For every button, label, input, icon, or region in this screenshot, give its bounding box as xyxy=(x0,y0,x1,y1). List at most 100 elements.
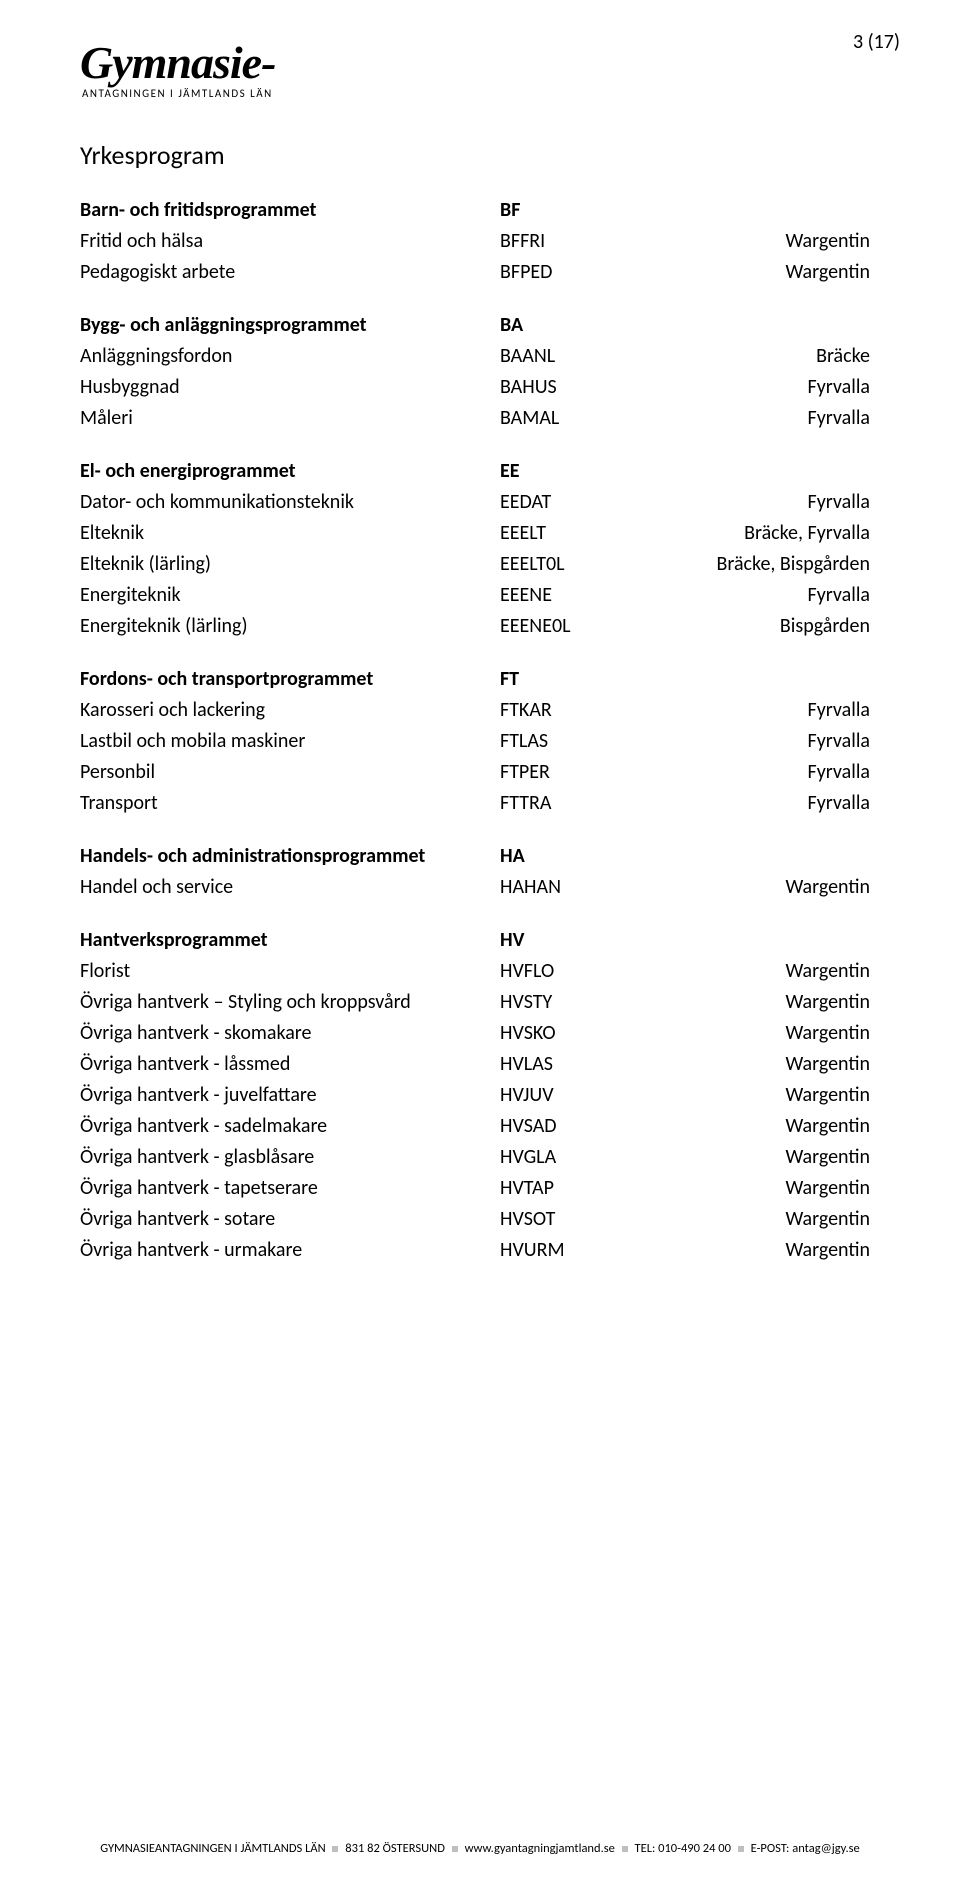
program-location: Bräcke, Fyrvalla xyxy=(640,518,890,549)
program-name: Övriga hantverk - sadelmakare xyxy=(80,1111,500,1142)
program-group-header: Bygg- och anläggningsprogrammetBA xyxy=(80,310,890,341)
program-code: FTPER xyxy=(500,757,640,788)
program-name: Övriga hantverk - tapetserare xyxy=(80,1173,500,1204)
program-group-location xyxy=(640,925,890,956)
program-group-name: Fordons- och transportprogrammet xyxy=(80,664,500,695)
program-row: Övriga hantverk - tapetserareHVTAPWargen… xyxy=(80,1173,890,1204)
program-code: HVJUV xyxy=(500,1080,640,1111)
program-group-location xyxy=(640,841,890,872)
program-row: FloristHVFLOWargentin xyxy=(80,956,890,987)
program-group: HantverksprogrammetHVFloristHVFLOWargent… xyxy=(80,925,890,1266)
program-row: ElteknikEEELTBräcke, Fyrvalla xyxy=(80,518,890,549)
program-row: Övriga hantverk - sadelmakareHVSADWargen… xyxy=(80,1111,890,1142)
program-location: Wargentin xyxy=(640,257,890,288)
program-name: Elteknik xyxy=(80,518,500,549)
program-group-header: Handels- och administrationsprogrammetHA xyxy=(80,841,890,872)
program-group-location xyxy=(640,195,890,226)
program-code: BAANL xyxy=(500,341,640,372)
program-row: Övriga hantverk - juvelfattareHVJUVWarge… xyxy=(80,1080,890,1111)
program-row: Energiteknik (lärling)EEENE0LBispgården xyxy=(80,611,890,642)
program-group: Handels- och administrationsprogrammetHA… xyxy=(80,841,890,903)
program-list: Barn- och fritidsprogrammetBFFritid och … xyxy=(80,195,890,1266)
program-group-code: HV xyxy=(500,925,640,956)
program-name: Transport xyxy=(80,788,500,819)
program-code: HVFLO xyxy=(500,956,640,987)
program-location: Wargentin xyxy=(640,956,890,987)
program-row: Övriga hantverk – Styling och kroppsvård… xyxy=(80,987,890,1018)
program-name: Lastbil och mobila maskiner xyxy=(80,726,500,757)
program-location: Wargentin xyxy=(640,872,890,903)
logo-main: Gymnasie- xyxy=(80,37,275,88)
program-row: Övriga hantverk - sotareHVSOTWargentin xyxy=(80,1204,890,1235)
program-group-location xyxy=(640,664,890,695)
program-code: HAHAN xyxy=(500,872,640,903)
program-row: Övriga hantverk - glasblåsareHVGLAWargen… xyxy=(80,1142,890,1173)
program-code: EEENE xyxy=(500,580,640,611)
program-row: PersonbilFTPERFyrvalla xyxy=(80,757,890,788)
program-code: HVURM xyxy=(500,1235,640,1266)
program-name: Måleri xyxy=(80,403,500,434)
program-group: Barn- och fritidsprogrammetBFFritid och … xyxy=(80,195,890,288)
program-group-name: Handels- och administrationsprogrammet xyxy=(80,841,500,872)
program-code: HVSKO xyxy=(500,1018,640,1049)
program-name: Karosseri och lackering xyxy=(80,695,500,726)
program-row: Karosseri och lackeringFTKARFyrvalla xyxy=(80,695,890,726)
program-name: Husbyggnad xyxy=(80,372,500,403)
section-title: Yrkesprogram xyxy=(80,139,890,171)
program-group: Fordons- och transportprogrammetFTKaross… xyxy=(80,664,890,819)
footer-org: GYMNASIEANTAGNINGEN I JÄMTLANDS LÄN xyxy=(100,1841,325,1856)
program-location: Fyrvalla xyxy=(640,580,890,611)
program-location: Fyrvalla xyxy=(640,403,890,434)
footer-tel: TEL: 010-490 24 00 xyxy=(635,1841,731,1856)
program-group-name: Hantverksprogrammet xyxy=(80,925,500,956)
program-row: Elteknik (lärling)EEELT0LBräcke, Bispgår… xyxy=(80,549,890,580)
program-code: FTLAS xyxy=(500,726,640,757)
program-name: Florist xyxy=(80,956,500,987)
program-group-code: BF xyxy=(500,195,640,226)
program-name: Övriga hantverk - sotare xyxy=(80,1204,500,1235)
footer-separator-icon xyxy=(452,1846,458,1852)
program-group-header: Barn- och fritidsprogrammetBF xyxy=(80,195,890,226)
program-row: Övriga hantverk - skomakareHVSKOWargenti… xyxy=(80,1018,890,1049)
program-location: Wargentin xyxy=(640,1080,890,1111)
program-location: Wargentin xyxy=(640,1049,890,1080)
program-row: AnläggningsfordonBAANLBräcke xyxy=(80,341,890,372)
program-row: Pedagogiskt arbeteBFPEDWargentin xyxy=(80,257,890,288)
program-name: Övriga hantverk - urmakare xyxy=(80,1235,500,1266)
program-location: Wargentin xyxy=(640,226,890,257)
program-location: Wargentin xyxy=(640,1111,890,1142)
page-number: 3 (17) xyxy=(853,30,900,54)
program-code: BAMAL xyxy=(500,403,640,434)
program-code: HVSOT xyxy=(500,1204,640,1235)
document-page: 3 (17) Gymnasie- ANTAGNINGEN I JÄMTLANDS… xyxy=(0,0,960,1892)
program-code: EEELT0L xyxy=(500,549,640,580)
program-row: Fritid och hälsaBFFRIWargentin xyxy=(80,226,890,257)
program-code: HVGLA xyxy=(500,1142,640,1173)
program-location: Wargentin xyxy=(640,1173,890,1204)
program-group-header: HantverksprogrammetHV xyxy=(80,925,890,956)
program-location: Fyrvalla xyxy=(640,695,890,726)
logo-subtitle: ANTAGNINGEN I JÄMTLANDS LÄN xyxy=(82,88,890,99)
program-row: Lastbil och mobila maskinerFTLASFyrvalla xyxy=(80,726,890,757)
program-group-code: HA xyxy=(500,841,640,872)
program-name: Energiteknik xyxy=(80,580,500,611)
program-row: Övriga hantverk - urmakareHVURMWargentin xyxy=(80,1235,890,1266)
program-code: FTKAR xyxy=(500,695,640,726)
program-location: Fyrvalla xyxy=(640,487,890,518)
program-code: HVTAP xyxy=(500,1173,640,1204)
program-name: Personbil xyxy=(80,757,500,788)
program-group-code: FT xyxy=(500,664,640,695)
program-code: EEDAT xyxy=(500,487,640,518)
program-code: HVSTY xyxy=(500,987,640,1018)
program-code: EEELT xyxy=(500,518,640,549)
program-code: BFPED xyxy=(500,257,640,288)
program-group-location xyxy=(640,456,890,487)
program-group-location xyxy=(640,310,890,341)
program-name: Övriga hantverk - glasblåsare xyxy=(80,1142,500,1173)
program-group-name: Bygg- och anläggningsprogrammet xyxy=(80,310,500,341)
program-group: Bygg- och anläggningsprogrammetBAAnläggn… xyxy=(80,310,890,434)
program-row: MåleriBAMALFyrvalla xyxy=(80,403,890,434)
program-group-code: EE xyxy=(500,456,640,487)
program-group-header: Fordons- och transportprogrammetFT xyxy=(80,664,890,695)
program-code: HVLAS xyxy=(500,1049,640,1080)
